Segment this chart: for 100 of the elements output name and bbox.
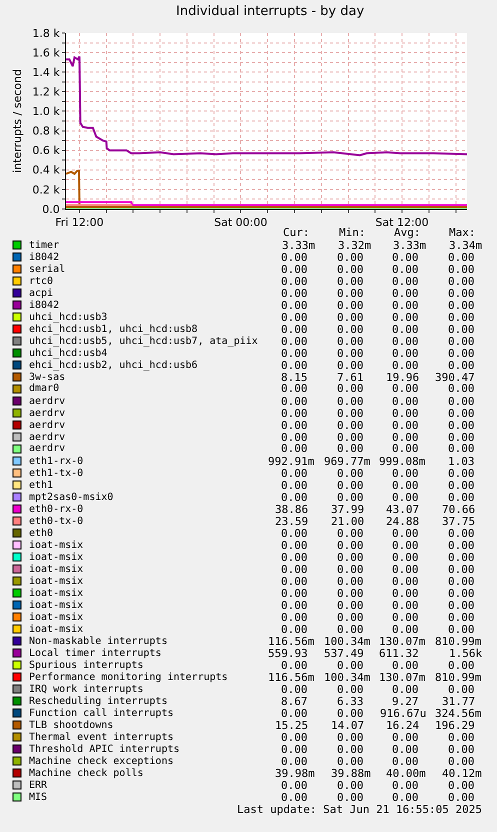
text: 0.00 xyxy=(392,683,418,696)
y-tick-label: 1.0 k xyxy=(32,105,60,118)
text: 0.00 xyxy=(281,623,308,636)
y-tick-label: 0.0 xyxy=(42,202,60,216)
text: 0.00 xyxy=(337,431,364,444)
text: 0.00 xyxy=(448,479,474,492)
legend-label: aerdrv xyxy=(29,432,66,443)
text: 0.00 xyxy=(281,611,308,624)
y-tick-label: 1.8 k xyxy=(32,26,60,40)
text: 0.00 xyxy=(448,323,474,336)
text: 0.00 xyxy=(337,491,364,504)
text: 0.00 xyxy=(448,575,474,588)
text: 116.56m xyxy=(268,671,315,684)
text: 38.86 xyxy=(275,503,308,516)
text: 6.33 xyxy=(337,695,364,708)
y-tick-label: 0.2 k xyxy=(32,183,60,196)
text: 0.00 xyxy=(281,707,308,720)
text: 8.15 xyxy=(281,371,308,384)
text: 0.00 xyxy=(337,395,364,408)
text: 0.00 xyxy=(337,419,364,432)
text: 0.00 xyxy=(281,323,308,336)
text: 100.34m xyxy=(324,635,371,648)
text: 0.00 xyxy=(392,407,418,420)
text: 0.00 xyxy=(392,382,418,395)
text: 0.00 xyxy=(392,467,418,480)
text: 0.00 xyxy=(337,299,364,312)
text: 40.12m xyxy=(442,767,482,780)
text: 0.00 xyxy=(281,479,308,492)
y-tick-label: 0.6 k xyxy=(32,144,60,158)
text: 0.00 xyxy=(448,599,474,612)
text: 0.00 xyxy=(392,491,418,504)
text: 0.00 xyxy=(448,287,474,300)
text: 0.00 xyxy=(281,791,308,804)
legend-label: aerdrv xyxy=(29,396,66,407)
text: 0.00 xyxy=(392,611,418,624)
text: 7.61 xyxy=(337,371,364,384)
text: 0.00 xyxy=(392,395,418,408)
text: 0.00 xyxy=(392,323,418,336)
legend-label: eth1 xyxy=(29,480,54,491)
text: Min: xyxy=(339,226,366,239)
text: 0.00 xyxy=(392,551,418,564)
text: 0.00 xyxy=(337,382,364,395)
text: 390.47 xyxy=(435,371,475,384)
text: 0.00 xyxy=(392,755,418,768)
text: 8.67 xyxy=(281,695,308,708)
text: 39.88m xyxy=(331,767,372,780)
legend-label: ioat-msix xyxy=(29,540,84,551)
text: 0.00 xyxy=(448,743,474,756)
text: 0.00 xyxy=(337,479,364,492)
text: 0.00 xyxy=(392,419,418,432)
text: 0.00 xyxy=(281,347,308,360)
legend-label: Performance monitoring interrupts xyxy=(29,672,228,683)
text: 0.00 xyxy=(392,587,418,600)
text: 0.00 xyxy=(337,263,364,276)
legend-label: Rescheduling interrupts xyxy=(29,696,168,707)
text: 0.00 xyxy=(448,491,474,504)
text: 0.00 xyxy=(281,431,308,444)
text: 0.00 xyxy=(448,311,474,324)
text: 0.00 xyxy=(337,407,364,420)
text: 0.00 xyxy=(281,731,308,744)
text: 0.00 xyxy=(281,563,308,576)
text: 0.00 xyxy=(448,587,474,600)
text: 0.00 xyxy=(392,575,418,588)
legend-label: uhci_hcd:usb4 xyxy=(29,348,108,359)
text: 0.00 xyxy=(392,539,418,552)
text: 0.00 xyxy=(392,563,418,576)
legend-label: ioat-msix xyxy=(29,564,84,575)
text: 0.00 xyxy=(337,539,364,552)
text: 0.00 xyxy=(392,347,418,360)
text: Max: xyxy=(449,226,476,239)
legend-label: ioat-msix xyxy=(29,552,84,563)
text: 0.00 xyxy=(281,395,308,408)
legend-label: ehci_hcd:usb2, uhci_hcd:usb6 xyxy=(29,360,198,371)
text: 3.33m xyxy=(393,239,426,252)
legend-label: eth0-tx-0 xyxy=(29,516,84,527)
text: 0.00 xyxy=(392,779,418,792)
text: 0.00 xyxy=(281,551,308,564)
text: 0.00 xyxy=(448,755,474,768)
text: 21.00 xyxy=(331,515,364,528)
legend-label: uhci_hcd:usb3 xyxy=(29,312,108,323)
text: 0.00 xyxy=(448,407,474,420)
text: 0.00 xyxy=(448,791,474,804)
text: 70.66 xyxy=(442,503,476,516)
legend-label: mpt2sas0-msix0 xyxy=(29,492,114,503)
legend-label: IRQ work interrupts xyxy=(29,684,144,695)
text: 39.98m xyxy=(275,767,316,780)
text: 0.00 xyxy=(448,467,474,480)
text: Cur: xyxy=(283,226,310,239)
text: 130.07m xyxy=(379,635,426,648)
text: 0.00 xyxy=(281,599,308,612)
text: 0.00 xyxy=(448,551,474,564)
text: 0.00 xyxy=(281,527,308,540)
text: 0.00 xyxy=(281,359,308,372)
text: 0.00 xyxy=(392,527,418,540)
text: 0.00 xyxy=(281,407,308,420)
text: 0.00 xyxy=(448,779,474,792)
y-axis-title: interrupts / second xyxy=(11,69,24,173)
text: 0.00 xyxy=(281,275,308,288)
legend-label: acpi xyxy=(29,288,54,299)
text: 3.33m xyxy=(282,239,316,252)
